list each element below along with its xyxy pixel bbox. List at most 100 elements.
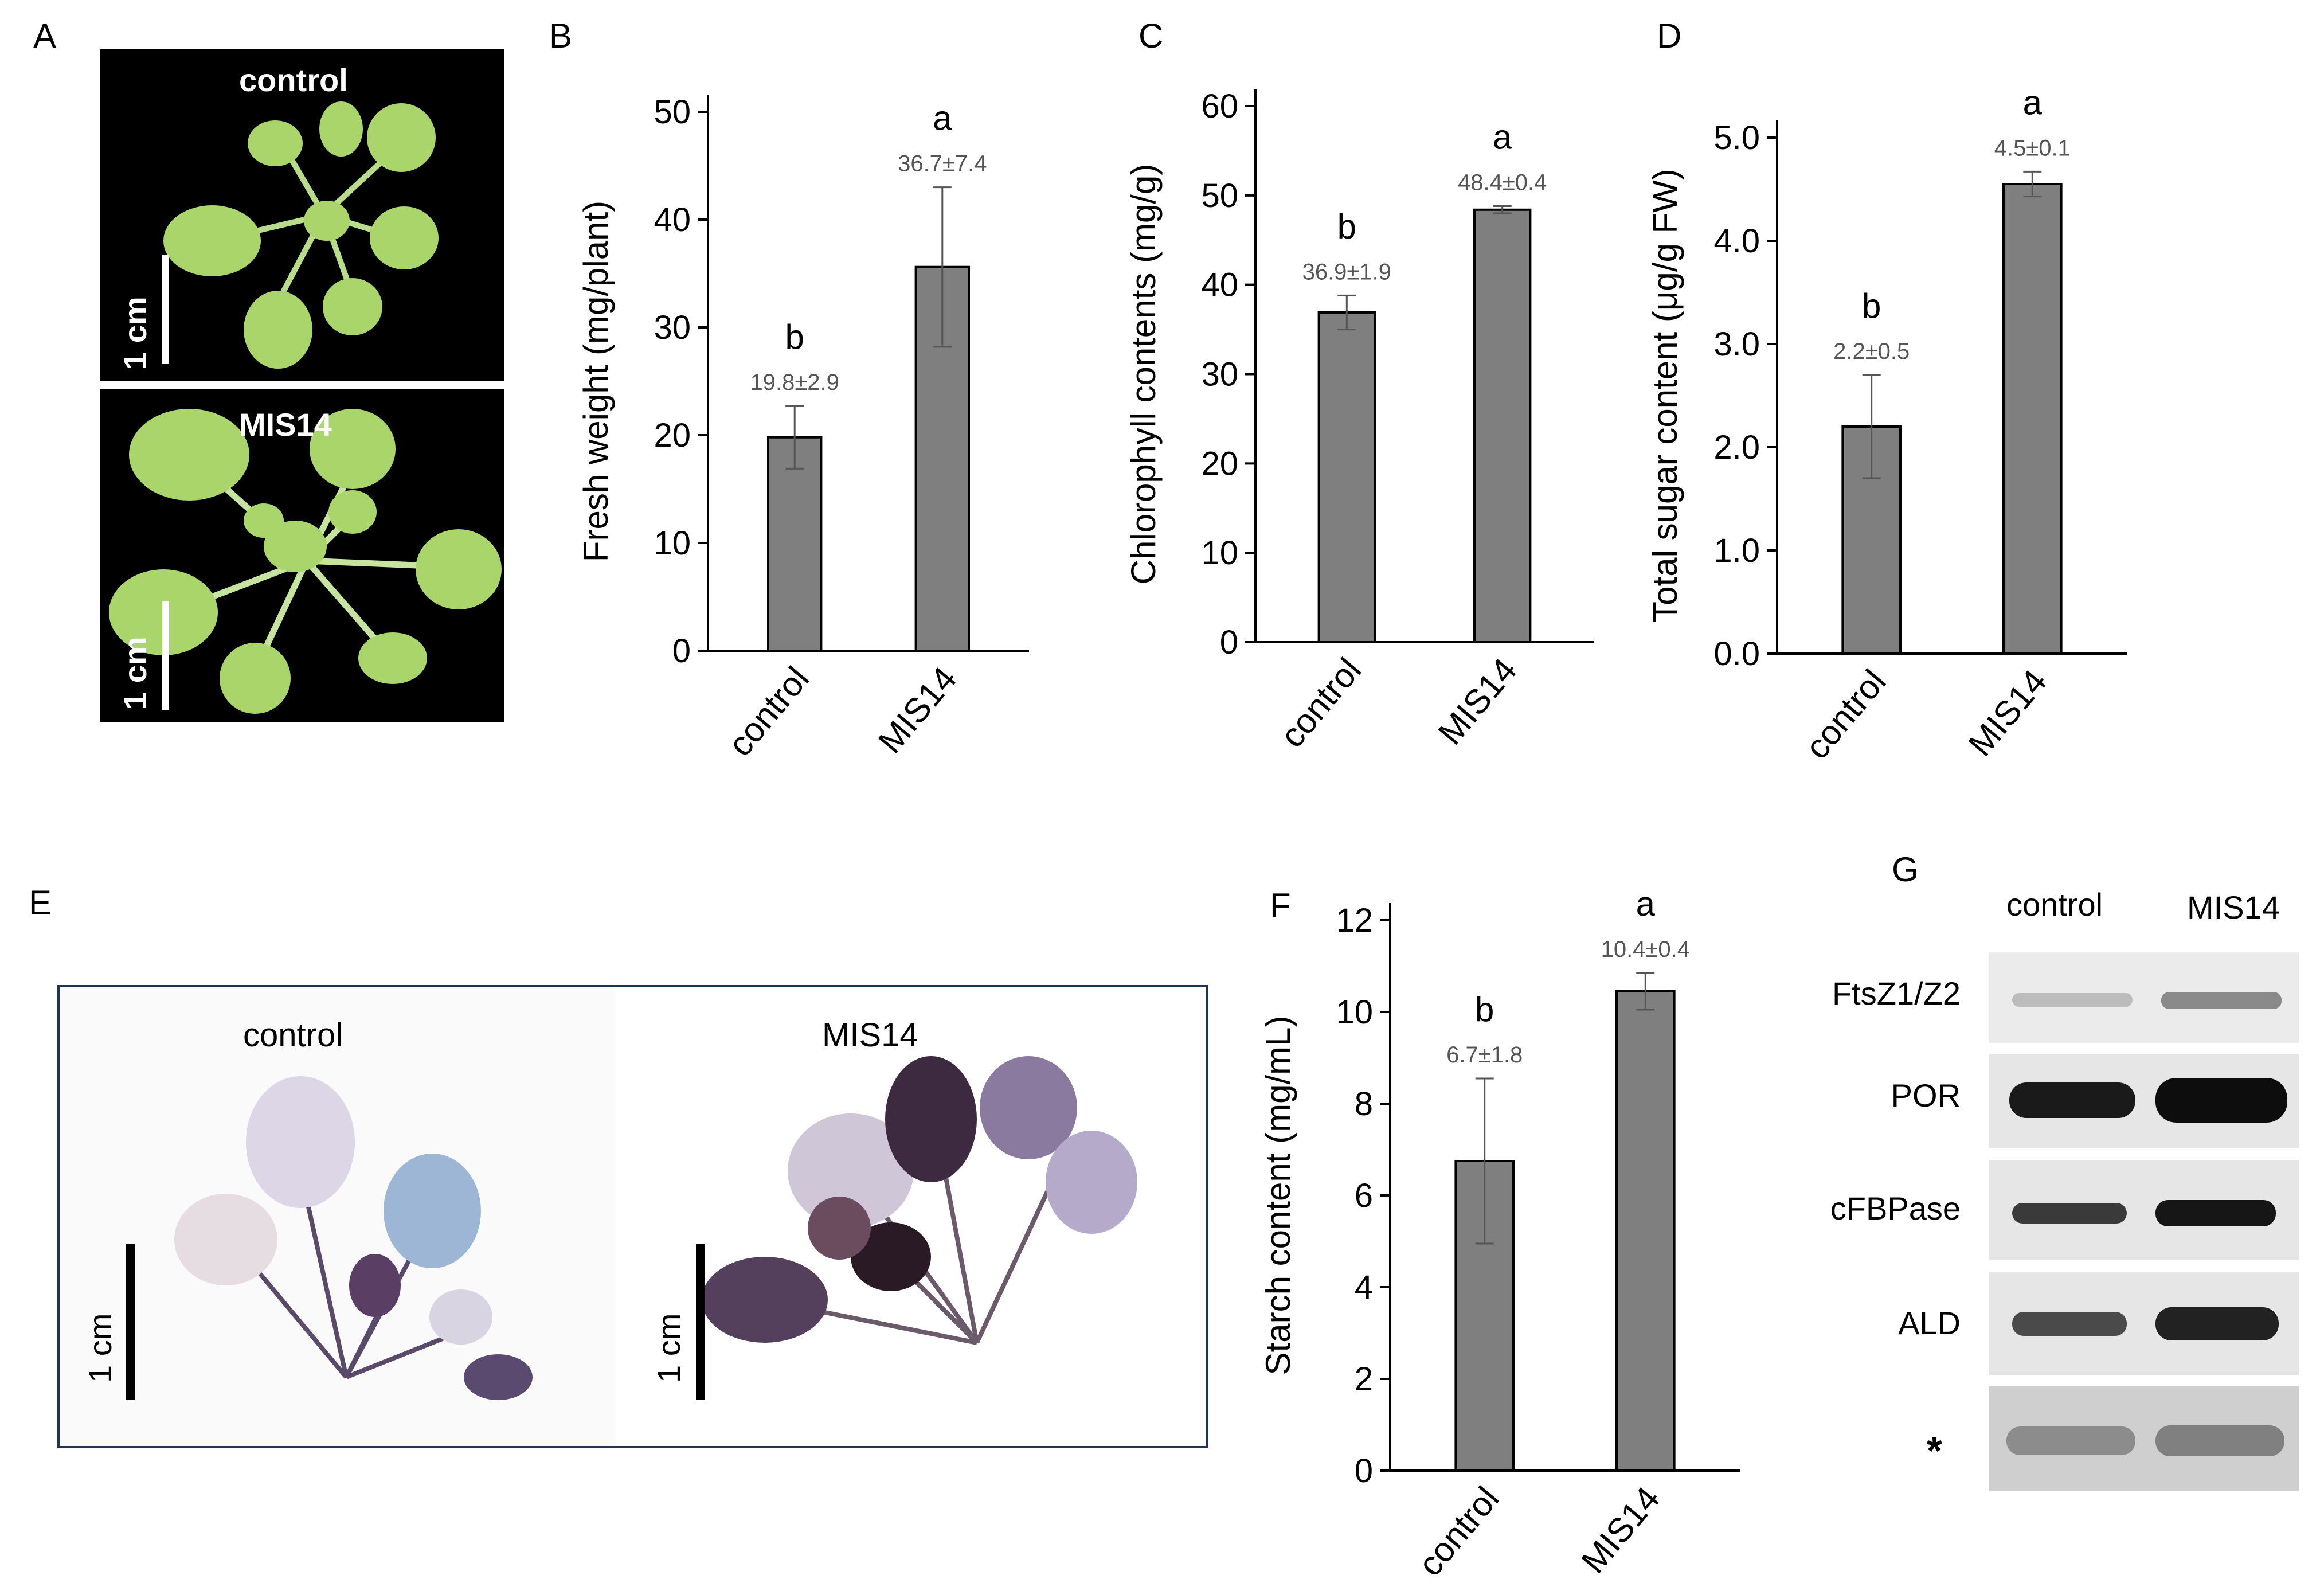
x-tick-label: MIS14 bbox=[1961, 662, 2054, 763]
y-axis-label: Total sugar content (μg/g FW) bbox=[1651, 169, 1684, 623]
significance-letter: b bbox=[1337, 207, 1356, 245]
data-label: 10.4±0.4 bbox=[1601, 937, 1690, 962]
x-tick-label: control bbox=[721, 659, 816, 763]
data-label: 36.9±1.9 bbox=[1302, 259, 1391, 284]
blot-lane-control: control bbox=[2006, 886, 2103, 923]
significance-letter: a bbox=[933, 99, 952, 138]
blot-band bbox=[2155, 1307, 2279, 1340]
photo-control-plant: control 1 cm bbox=[100, 49, 504, 381]
significance-letter: a bbox=[2023, 83, 2043, 122]
y-tick-label: 2 bbox=[1355, 1361, 1373, 1398]
y-tick-label: 60 bbox=[1201, 88, 1238, 125]
scale-bar bbox=[696, 1244, 705, 1400]
data-label: 4.5±0.1 bbox=[1994, 135, 2071, 161]
y-axis-label: Starch content (mg/mL) bbox=[1259, 1016, 1297, 1375]
y-axis-label: Chlorophyll contents (mg/g) bbox=[1124, 164, 1163, 585]
blot-strip bbox=[1989, 1272, 2299, 1375]
y-tick-label: 4.0 bbox=[1713, 222, 1760, 260]
blot-band bbox=[2155, 1425, 2284, 1456]
stain-label-mis14: MIS14 bbox=[822, 1017, 918, 1054]
panel-letter-a: A bbox=[33, 17, 57, 55]
blot-label-loading: * bbox=[1926, 1428, 1942, 1473]
stained-rosettes-image bbox=[174, 987, 1206, 1446]
y-tick-label: 40 bbox=[1201, 267, 1238, 304]
blot-band bbox=[2006, 1426, 2135, 1455]
photo-label-mis14: MIS14 bbox=[239, 407, 332, 443]
blot-lane-mis14: MIS14 bbox=[2187, 889, 2280, 925]
scale-bar bbox=[126, 1244, 135, 1400]
y-tick-label: 30 bbox=[1201, 356, 1238, 393]
significance-letter: b bbox=[1862, 287, 1881, 325]
y-tick-label: 1.0 bbox=[1713, 532, 1760, 569]
y-tick-label: 5.0 bbox=[1713, 119, 1760, 157]
y-tick-label: 20 bbox=[654, 417, 691, 454]
y-tick-label: 20 bbox=[1201, 445, 1238, 482]
y-tick-label: 3.0 bbox=[1713, 326, 1760, 363]
panel-letter-d: D bbox=[1657, 17, 1682, 55]
photo-mis14-plant: MIS14 1 cm bbox=[100, 389, 504, 722]
y-tick-label: 0.0 bbox=[1713, 635, 1760, 673]
scale-bar bbox=[162, 255, 169, 364]
panel-letter-e: E bbox=[29, 884, 52, 922]
blot-strip bbox=[1989, 952, 2299, 1043]
x-tick-label: MIS14 bbox=[871, 659, 964, 760]
bar bbox=[1317, 311, 1376, 644]
panel-letter-g: G bbox=[1892, 850, 1919, 889]
data-label: 2.2±0.5 bbox=[1833, 339, 1910, 364]
significance-letter: b bbox=[785, 318, 804, 356]
y-tick-label: 30 bbox=[654, 309, 691, 346]
y-tick-label: 0 bbox=[1220, 624, 1238, 661]
y-tick-label: 6 bbox=[1355, 1177, 1373, 1214]
scale-bar-label: 1 cm bbox=[651, 1313, 687, 1383]
chart-total-sugar: 0.0 1.0 2.0 3.0 4.0 5.0 Total sugar content (μ… bbox=[1651, 83, 2127, 766]
y-tick-label: 10 bbox=[1201, 534, 1238, 572]
blot-strip bbox=[1989, 1054, 2299, 1148]
data-label: 19.8±2.9 bbox=[750, 370, 839, 395]
blot-label-cfbpase: cFBPase bbox=[1830, 1190, 1961, 1226]
y-tick-label: 0 bbox=[1355, 1452, 1373, 1490]
y-tick-label: 50 bbox=[1201, 177, 1238, 214]
x-tick-label: control bbox=[1411, 1479, 1507, 1579]
chart-chlorophyll: 0 10 20 30 40 50 60 Chlorophyll contents (mg/g)… bbox=[1124, 88, 1594, 755]
y-tick-label: 8 bbox=[1355, 1085, 1373, 1123]
y-tick-label: 10 bbox=[654, 525, 691, 562]
blot-label-por: POR bbox=[1891, 1077, 1961, 1113]
scale-bar-label: 1 cm bbox=[82, 1313, 118, 1383]
blot-band bbox=[2009, 1082, 2135, 1118]
y-tick-label: 12 bbox=[1336, 902, 1373, 939]
x-tick-label: control bbox=[1798, 662, 1893, 766]
bar bbox=[1473, 208, 1532, 643]
y-tick-label: 10 bbox=[1336, 994, 1373, 1031]
y-tick-label: 50 bbox=[654, 93, 691, 131]
blot-label-ald: ALD bbox=[1898, 1305, 1961, 1341]
control-rosette-image bbox=[163, 101, 439, 369]
stain-label-control: control bbox=[243, 1017, 343, 1054]
blot-band bbox=[2012, 993, 2133, 1007]
x-tick-label: control bbox=[1273, 651, 1368, 755]
y-tick-label: 4 bbox=[1355, 1269, 1373, 1306]
panel-letter-f: F bbox=[1270, 886, 1291, 925]
blot-band bbox=[2012, 1203, 2127, 1224]
photo-label-control: control bbox=[239, 62, 348, 98]
y-tick-label: 2.0 bbox=[1713, 429, 1760, 466]
blot-band bbox=[2012, 1312, 2127, 1336]
x-tick-label: MIS14 bbox=[1574, 1479, 1667, 1579]
scale-bar bbox=[162, 601, 169, 710]
scale-bar-label: 1 cm bbox=[117, 636, 153, 710]
stain-photo-frame: control MIS14 1 cm 1 cm bbox=[57, 985, 1208, 1448]
y-tick-label: 0 bbox=[672, 632, 691, 670]
significance-letter: a bbox=[1636, 885, 1656, 923]
blot-strip bbox=[1989, 1386, 2299, 1491]
blot-band bbox=[2161, 992, 2282, 1009]
chart-starch: 0 2 4 6 8 10 12 Starch content (mg/mL) 6.7±1.8 b c… bbox=[1259, 885, 1740, 1579]
blot-label-ftsz: FtsZ1/Z2 bbox=[1832, 975, 1961, 1011]
data-label: 48.4±0.4 bbox=[1458, 170, 1547, 196]
y-tick-label: 40 bbox=[654, 201, 691, 239]
significance-letter: b bbox=[1475, 990, 1494, 1029]
blot-band bbox=[2155, 1078, 2287, 1123]
mis14-rosette-image bbox=[109, 409, 502, 714]
blot-strip bbox=[1989, 1160, 2299, 1260]
bar bbox=[767, 436, 823, 652]
bar bbox=[2002, 183, 2063, 655]
data-label: 36.7±7.4 bbox=[898, 151, 987, 177]
